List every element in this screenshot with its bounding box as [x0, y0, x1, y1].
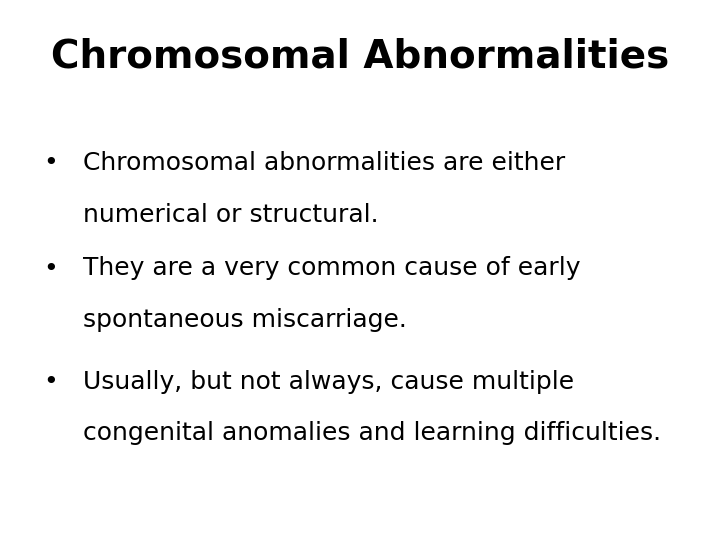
Text: numerical or structural.: numerical or structural.: [83, 202, 379, 226]
Text: Chromosomal abnormalities are either: Chromosomal abnormalities are either: [83, 151, 565, 175]
Text: •: •: [43, 370, 58, 394]
Text: Chromosomal Abnormalities: Chromosomal Abnormalities: [51, 38, 669, 76]
Text: spontaneous miscarriage.: spontaneous miscarriage.: [83, 308, 407, 332]
Text: They are a very common cause of early: They are a very common cause of early: [83, 256, 580, 280]
Text: •: •: [43, 256, 58, 280]
Text: congenital anomalies and learning difficulties.: congenital anomalies and learning diffic…: [83, 421, 661, 445]
Text: •: •: [43, 151, 58, 175]
Text: Usually, but not always, cause multiple: Usually, but not always, cause multiple: [83, 370, 574, 394]
